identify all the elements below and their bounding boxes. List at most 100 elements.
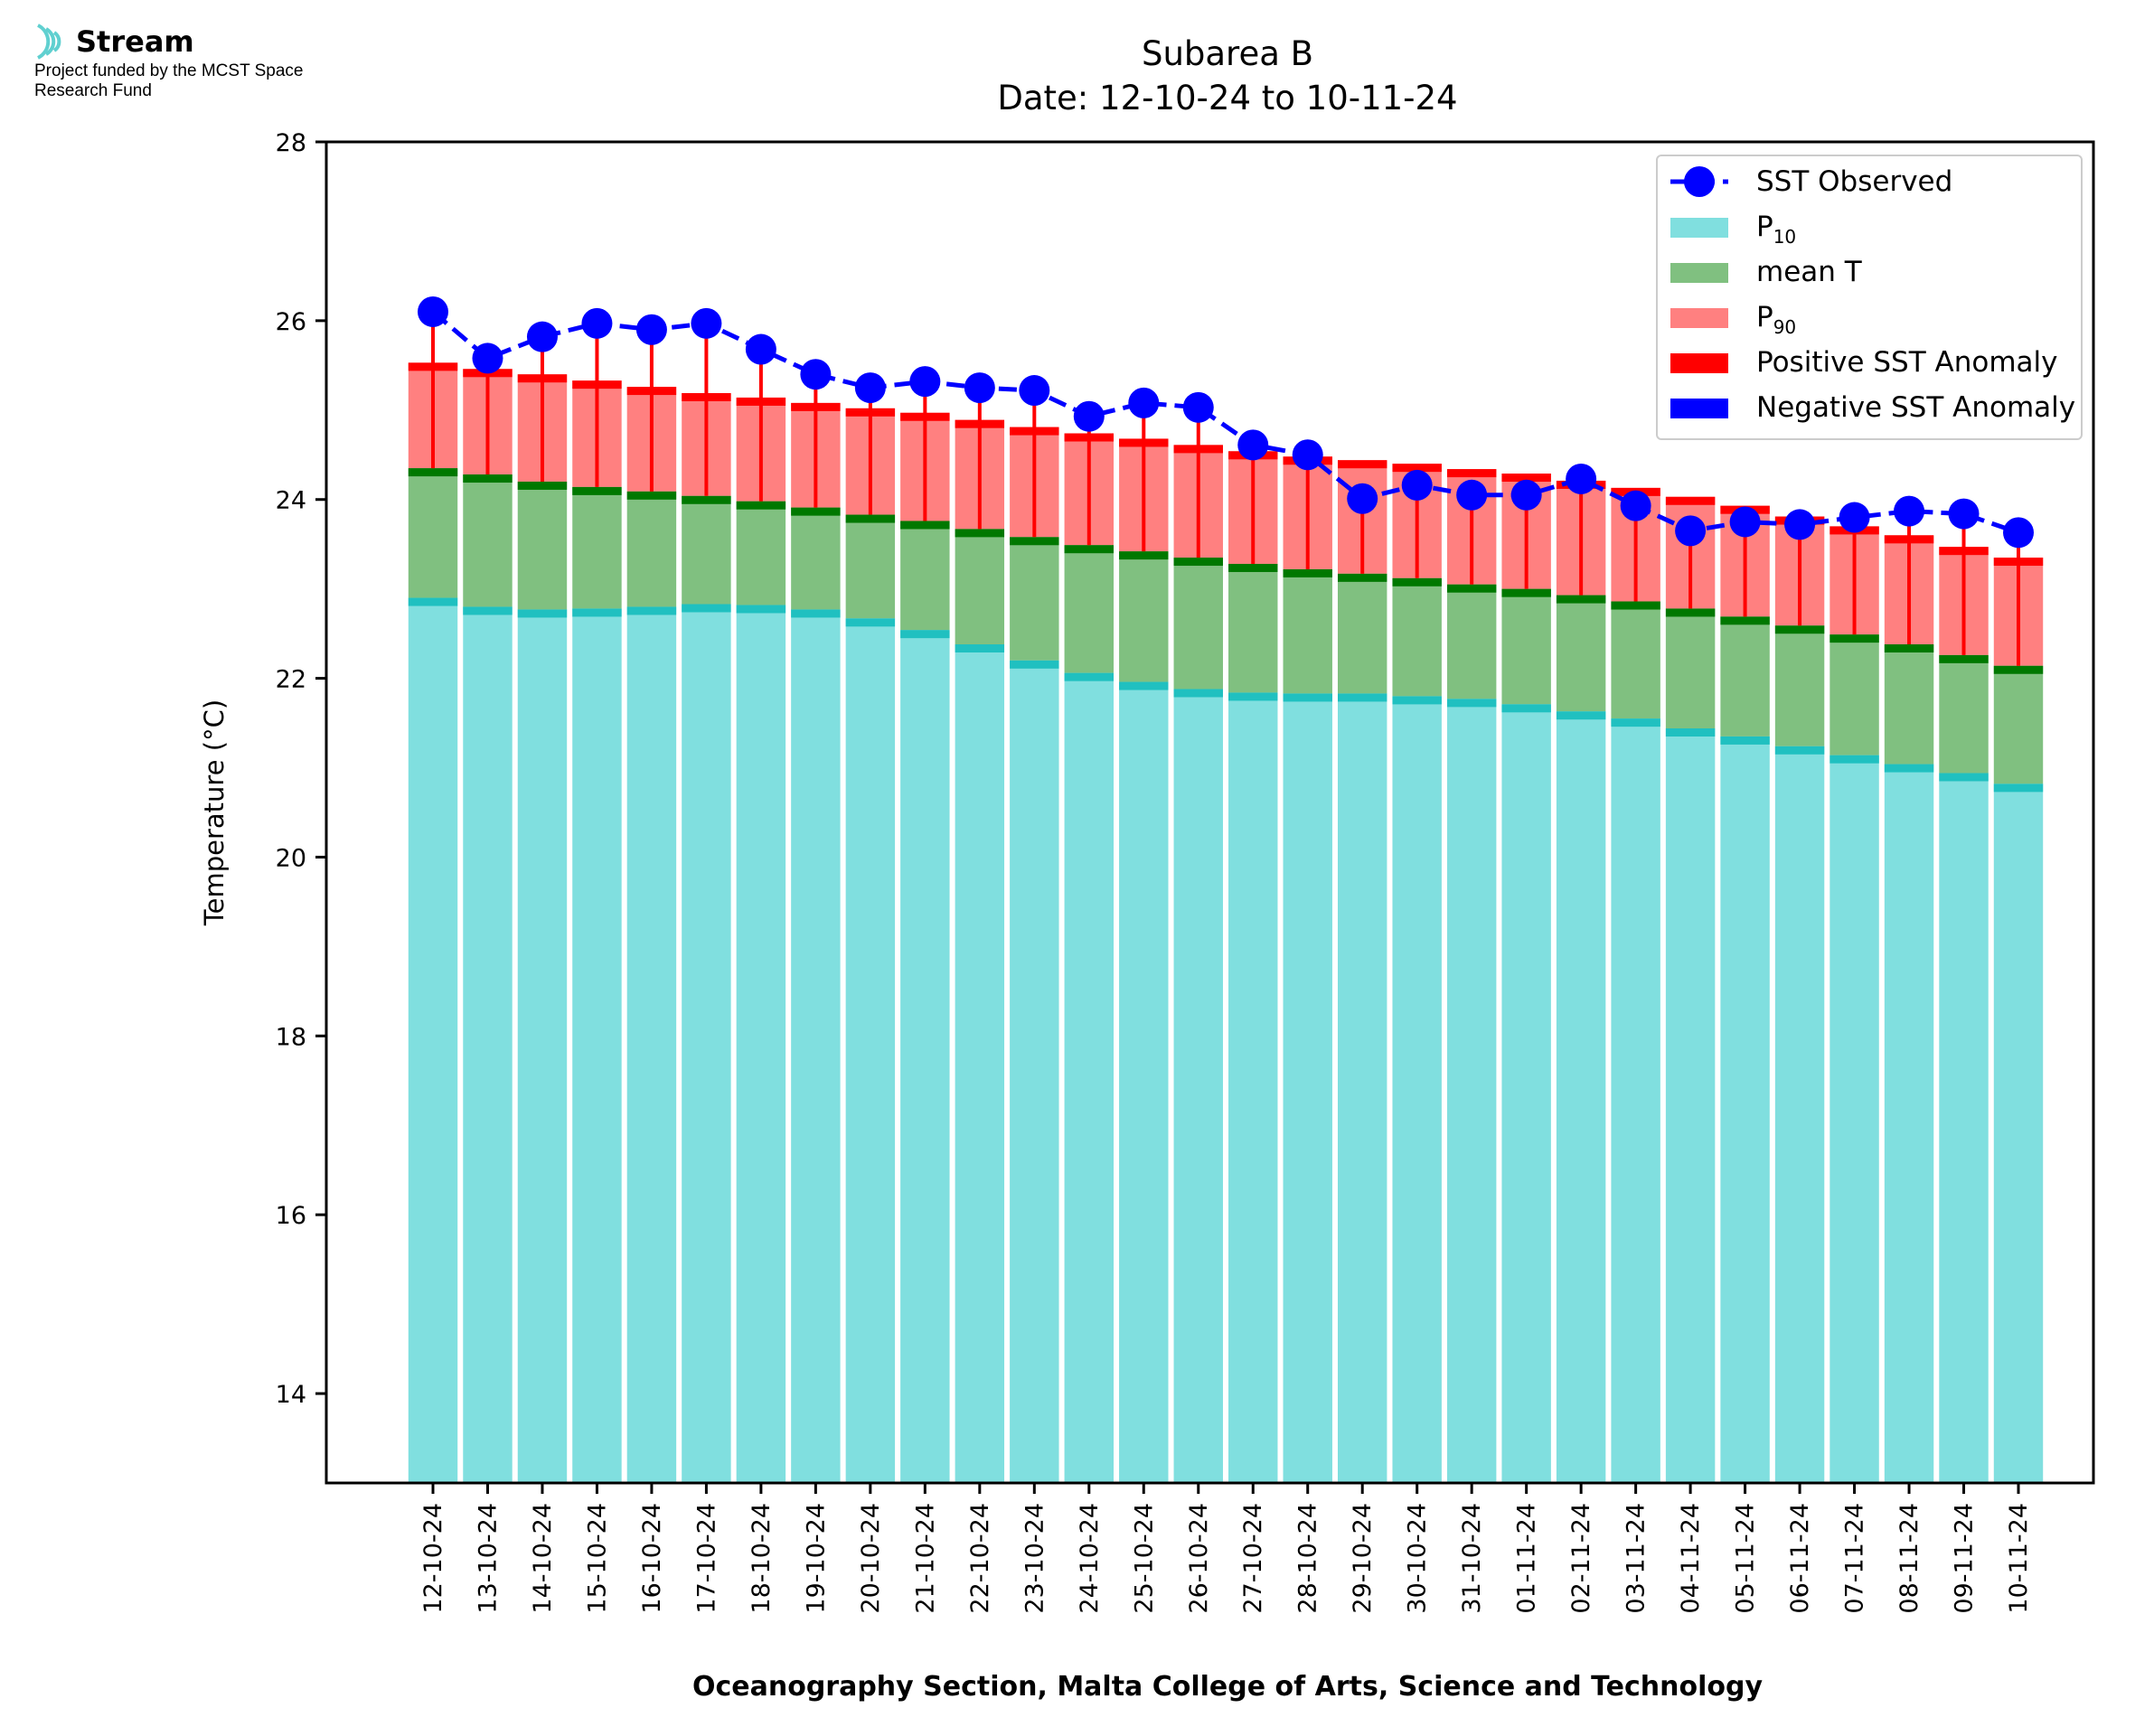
- bar-stack: [1010, 390, 1059, 1483]
- bar-p10-cap: [1720, 736, 1770, 745]
- bar-p10-cap: [1665, 728, 1716, 737]
- sst-observed-point: [1292, 439, 1323, 471]
- bar-p10-cap: [517, 609, 568, 618]
- bar-p10: [1010, 660, 1059, 1483]
- bar-mean-cap: [1119, 551, 1169, 560]
- bar-mean-cap: [1173, 558, 1223, 567]
- y-tick-label: 14: [276, 1381, 306, 1409]
- chart-subtitle: Date: 12-10-24 to 10-11-24: [997, 79, 1457, 117]
- bar-p10-cap: [1010, 660, 1059, 669]
- bar-p10-cap: [1283, 693, 1332, 702]
- bar-p10-cap: [1392, 696, 1442, 705]
- bar-p10-cap: [900, 630, 950, 639]
- legend: SST Observed P10 mean T P90 Positive SST Ano…: [1656, 155, 2083, 440]
- bar-mean: [1283, 568, 1332, 694]
- bar-p10-cap: [626, 606, 677, 615]
- bar-mean-cap: [1392, 577, 1442, 586]
- bar-p10: [736, 605, 786, 1483]
- x-tick-label: 28-10-24: [1294, 1503, 1322, 1614]
- bar-mean-cap: [791, 507, 841, 516]
- bar-mean: [845, 514, 896, 619]
- bar-p10-cap: [1939, 773, 1989, 782]
- sst-observed-point: [964, 372, 995, 404]
- plot-frame: [325, 140, 2095, 1485]
- bar-mean-cap: [517, 481, 568, 490]
- bar-mean: [1556, 595, 1606, 712]
- bar-stack: [1993, 532, 2044, 1483]
- bar-p10: [1884, 764, 1934, 1483]
- x-tick-label: 20-10-24: [857, 1503, 885, 1614]
- bar-stack: [682, 323, 731, 1483]
- bar-mean: [1774, 625, 1825, 746]
- bar-p10-cap: [1337, 693, 1387, 702]
- sst-observed-point: [1401, 469, 1433, 501]
- legend-label: P10: [1756, 211, 1796, 248]
- bar-p90-cap: [1337, 460, 1387, 469]
- x-tick-label: 15-10-24: [583, 1503, 611, 1614]
- bar-stack: [463, 358, 513, 1483]
- bar-p10: [1119, 681, 1169, 1483]
- bar-p10: [955, 644, 1005, 1483]
- bar-p10-cap: [955, 644, 1005, 653]
- bar-p10: [1337, 693, 1387, 1483]
- legend-label: Positive SST Anomaly: [1756, 346, 2057, 379]
- x-tick-label: 25-10-24: [1130, 1503, 1158, 1614]
- sst-observed-point: [1510, 479, 1542, 511]
- bar-mean-cap: [626, 491, 677, 500]
- x-tick-label: 21-10-24: [911, 1503, 939, 1614]
- legend-label: Negative SST Anomaly: [1756, 391, 2075, 424]
- bar-mean-cap: [572, 486, 622, 495]
- bar-p10-cap: [1774, 746, 1825, 755]
- bar-mean: [1173, 558, 1223, 690]
- bar-p10: [1665, 728, 1716, 1483]
- sst-observed-point: [1347, 483, 1378, 514]
- x-tick-label: 06-11-24: [1786, 1503, 1814, 1614]
- bar-mean: [682, 495, 731, 605]
- bar-stack: [1337, 460, 1387, 1483]
- x-tick-label: 04-11-24: [1677, 1503, 1705, 1614]
- bar-p10: [517, 609, 568, 1483]
- sst-observed-point: [909, 366, 941, 398]
- bar-stack: [736, 349, 786, 1483]
- bar-mean-cap: [1774, 625, 1825, 634]
- y-tick-label: 18: [276, 1023, 306, 1051]
- bar-p10-cap: [1064, 672, 1115, 681]
- y-tick-label: 22: [276, 666, 306, 694]
- bar-mean-cap: [1556, 595, 1606, 604]
- bar-p10-cap: [572, 608, 622, 617]
- y-tick-label: 16: [276, 1202, 306, 1230]
- sst-observed-point: [1784, 509, 1816, 540]
- bar-mean-cap: [1611, 601, 1660, 610]
- bar-p10: [1939, 773, 1989, 1483]
- sst-observed-point: [1128, 387, 1160, 418]
- x-tick-label: 16-10-24: [638, 1503, 666, 1614]
- x-tick-label: 12-10-24: [419, 1503, 447, 1614]
- x-axis-label: Oceanography Section, Malta College of A…: [692, 1671, 1764, 1703]
- bar-mean-cap: [1884, 644, 1934, 653]
- bar-stack: [1173, 407, 1223, 1483]
- bar-mean-cap: [1010, 537, 1059, 546]
- bar-p10: [1993, 784, 2044, 1483]
- x-tick-label: 14-10-24: [529, 1503, 557, 1614]
- bar-mean: [1010, 537, 1059, 661]
- bar-mean: [1720, 616, 1770, 737]
- bar-p10-cap: [1611, 718, 1660, 727]
- bar-stack: [572, 323, 622, 1483]
- x-tick-label: 17-10-24: [692, 1503, 720, 1614]
- bar-mean: [463, 474, 513, 607]
- sst-observed-point: [1237, 429, 1269, 461]
- y-tick-label: 26: [276, 308, 306, 336]
- bar-mean: [1446, 584, 1497, 699]
- legend-swatch: [1670, 218, 1728, 238]
- bar-stack: [1665, 496, 1716, 1483]
- bar-p90-cap: [1392, 464, 1442, 473]
- bar-mean: [1501, 588, 1551, 705]
- bar-p10: [463, 606, 513, 1483]
- bar-p90-cap: [1501, 474, 1551, 483]
- bar-mean-cap: [1993, 665, 2044, 674]
- x-tick-label: 23-10-24: [1021, 1503, 1049, 1614]
- bar-p10: [1720, 736, 1770, 1483]
- bar-p10: [1611, 718, 1660, 1483]
- bar-p10-cap: [845, 618, 896, 627]
- bar-stack: [1119, 402, 1169, 1483]
